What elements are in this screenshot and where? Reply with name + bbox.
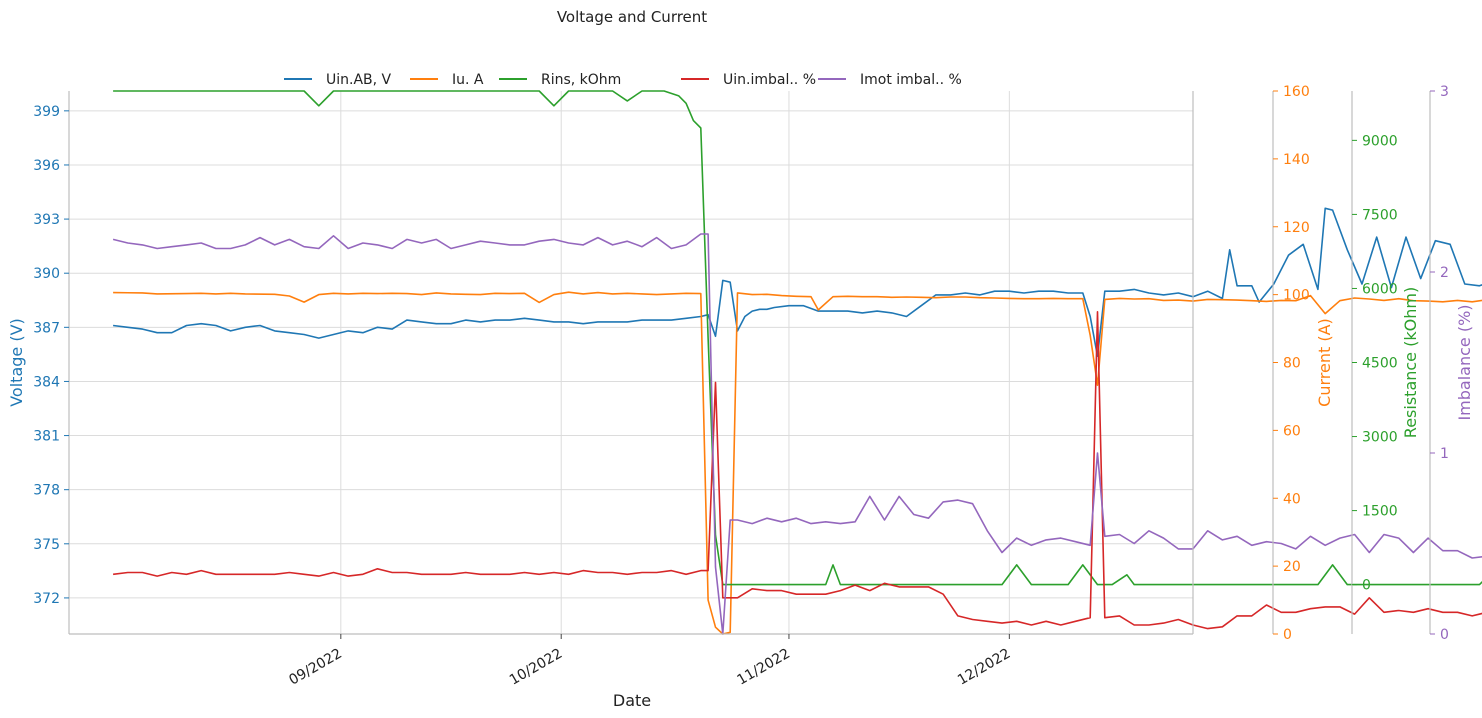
y-tick-label-resistance: 3000 (1362, 430, 1398, 446)
y-tick-label-imbalance: 3 (1440, 84, 1449, 100)
y-tick-label-resistance: 1500 (1362, 504, 1398, 520)
legend-label: Rins, kOhm (541, 72, 621, 88)
y-tick-label-imbalance: 0 (1440, 627, 1449, 643)
y-tick-label-voltage: 399 (33, 104, 60, 120)
y-tick-label-resistance: 0 (1362, 578, 1371, 594)
y-tick-label-current: 20 (1283, 559, 1301, 575)
legend-label: Iu. A (452, 72, 484, 88)
y-tick-label-imbalance: 1 (1440, 446, 1449, 462)
y-tick-label-voltage: 372 (33, 591, 60, 607)
series-line-2 (113, 90, 1482, 586)
legend-label: Uin.imbal.. % (723, 72, 816, 88)
y-axis-label-voltage: Voltage (V) (7, 318, 26, 407)
legend-label: Uin.AB, V (326, 72, 392, 88)
x-axis-label: Date (613, 691, 651, 710)
x-tick-label: 11/2022 (735, 646, 793, 689)
series-line-0 (113, 207, 1482, 358)
x-tick-label: 10/2022 (507, 646, 565, 689)
y-tick-label-resistance: 7500 (1362, 207, 1398, 223)
legend: Uin.AB, V Iu. A Rins, kOhm Uin.imbal.. % Imo… (284, 72, 962, 88)
x-tick-label: 09/2022 (286, 646, 344, 689)
series-line-1 (113, 291, 1482, 635)
y-tick-label-current: 60 (1283, 423, 1301, 439)
y-tick-label-current: 0 (1283, 627, 1292, 643)
y-tick-label-voltage: 393 (33, 212, 60, 228)
y-tick-label-current: 80 (1283, 356, 1301, 372)
y-tick-label-voltage: 384 (33, 374, 60, 390)
y-tick-label-imbalance: 2 (1440, 265, 1449, 281)
x-tick-label: 12/2022 (955, 646, 1013, 689)
y-tick-label-current: 160 (1283, 84, 1310, 100)
chart-title: Voltage and Current (557, 8, 707, 26)
y-tick-label-resistance: 6000 (1362, 281, 1398, 297)
y-tick-label-resistance: 9000 (1362, 133, 1398, 149)
y-tick-label-voltage: 390 (33, 266, 60, 282)
series-layer (112, 90, 1482, 635)
legend-label: Imot imbal.. % (860, 72, 962, 88)
series-line-4 (112, 233, 1482, 635)
y-tick-label-resistance: 4500 (1362, 356, 1398, 372)
y-tick-label-voltage: 396 (33, 158, 60, 174)
y-tick-label-voltage: 378 (33, 483, 60, 499)
y-tick-label-voltage: 375 (33, 537, 60, 553)
y-tick-label-current: 120 (1283, 220, 1310, 236)
y-axis-label-resistance: Resistance (kOhm) (1401, 287, 1420, 438)
y-tick-label-current: 140 (1283, 152, 1310, 168)
y-tick-label-current: 40 (1283, 491, 1301, 507)
y-tick-label-voltage: 387 (33, 320, 60, 336)
y-axis-label-imbalance: Imbalance (%) (1455, 304, 1474, 420)
y-tick-label-current: 100 (1283, 288, 1310, 304)
y-tick-label-voltage: 381 (33, 429, 60, 445)
y-axis-label-current: Current (A) (1315, 318, 1334, 407)
grid-layer (69, 91, 1193, 634)
series-line-3 (113, 310, 1482, 630)
